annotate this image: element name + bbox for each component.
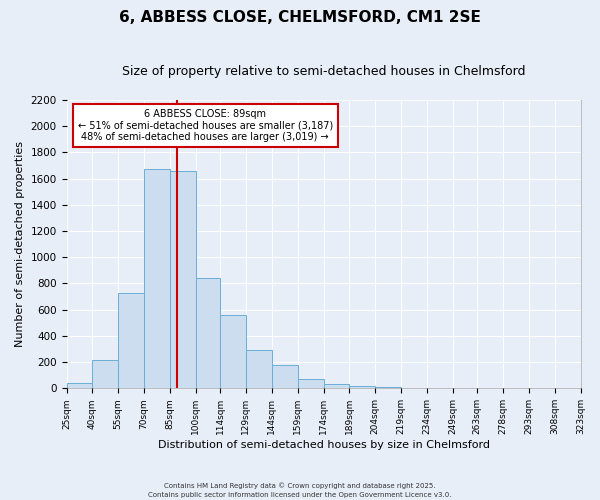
Text: 6 ABBESS CLOSE: 89sqm
← 51% of semi-detached houses are smaller (3,187)
48% of s: 6 ABBESS CLOSE: 89sqm ← 51% of semi-deta… — [77, 108, 333, 142]
Y-axis label: Number of semi-detached properties: Number of semi-detached properties — [15, 141, 25, 347]
Bar — [144, 170, 170, 388]
Bar — [220, 315, 246, 388]
Bar — [67, 383, 92, 388]
Bar — [246, 350, 272, 389]
Bar — [196, 278, 220, 388]
Title: Size of property relative to semi-detached houses in Chelmsford: Size of property relative to semi-detach… — [122, 65, 525, 78]
Text: Contains HM Land Registry data © Crown copyright and database right 2025.
Contai: Contains HM Land Registry data © Crown c… — [148, 482, 452, 498]
Bar — [375, 387, 401, 388]
Bar — [118, 294, 144, 388]
X-axis label: Distribution of semi-detached houses by size in Chelmsford: Distribution of semi-detached houses by … — [158, 440, 490, 450]
Text: 6, ABBESS CLOSE, CHELMSFORD, CM1 2SE: 6, ABBESS CLOSE, CHELMSFORD, CM1 2SE — [119, 10, 481, 25]
Bar — [272, 365, 298, 388]
Bar — [298, 379, 323, 388]
Bar — [92, 360, 118, 388]
Bar — [170, 172, 196, 388]
Bar — [323, 384, 349, 388]
Bar — [349, 386, 375, 388]
